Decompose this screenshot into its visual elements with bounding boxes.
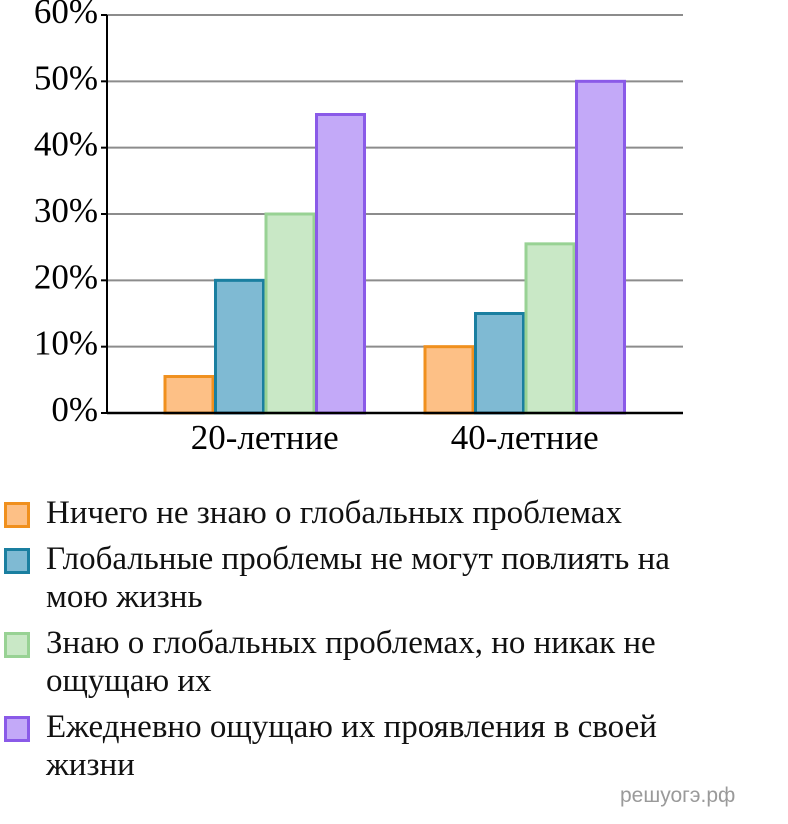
bar bbox=[423, 345, 475, 415]
bar bbox=[315, 113, 366, 415]
y-tick-label: 50% bbox=[34, 58, 98, 97]
bar bbox=[214, 278, 265, 415]
bar bbox=[264, 212, 316, 415]
legend-label: Ничего не знаю о глобальных проблемах bbox=[46, 495, 622, 531]
legend-swatch bbox=[4, 716, 30, 742]
bar bbox=[474, 312, 525, 415]
legend-item: Ежедневно ощущаю их проявления в своей ж… bbox=[4, 708, 786, 784]
legend-label: Глобальные проблемы не могут повлиять на… bbox=[46, 541, 670, 615]
bar bbox=[524, 242, 576, 415]
y-tick-label: 0% bbox=[51, 390, 98, 429]
y-tick-label: 60% bbox=[34, 0, 98, 31]
legend-swatch bbox=[4, 502, 30, 528]
watermark: решуогэ.рф bbox=[620, 784, 736, 807]
legend-swatch bbox=[4, 548, 30, 574]
bar bbox=[163, 375, 215, 415]
legend-item: Знаю о глобальных проблемах, но никак не… bbox=[4, 624, 786, 700]
legend: Ничего не знаю о глобальных проблемах Гло… bbox=[4, 494, 786, 792]
y-tick-label: 10% bbox=[34, 324, 98, 363]
chart: 0% 10% 20% 30% 40% 50% 60% 20-летние 40-летние bbox=[34, 0, 683, 457]
legend-item: Ничего не знаю о глобальных проблемах bbox=[4, 494, 786, 532]
legend-label: Знаю о глобальных проблемах, но никак не… bbox=[46, 625, 656, 699]
legend-label: Ежедневно ощущаю их проявления в своей ж… bbox=[46, 709, 657, 783]
bar bbox=[575, 79, 626, 415]
y-tick-label: 40% bbox=[34, 125, 98, 164]
x-tick-label: 40-летние bbox=[451, 418, 599, 457]
y-tick-label: 20% bbox=[34, 257, 98, 296]
x-tick-label: 20-летние bbox=[191, 418, 339, 457]
legend-swatch bbox=[4, 632, 30, 658]
y-tick-label: 30% bbox=[34, 191, 98, 230]
legend-item: Глобальные проблемы не могут повлиять на… bbox=[4, 540, 786, 616]
